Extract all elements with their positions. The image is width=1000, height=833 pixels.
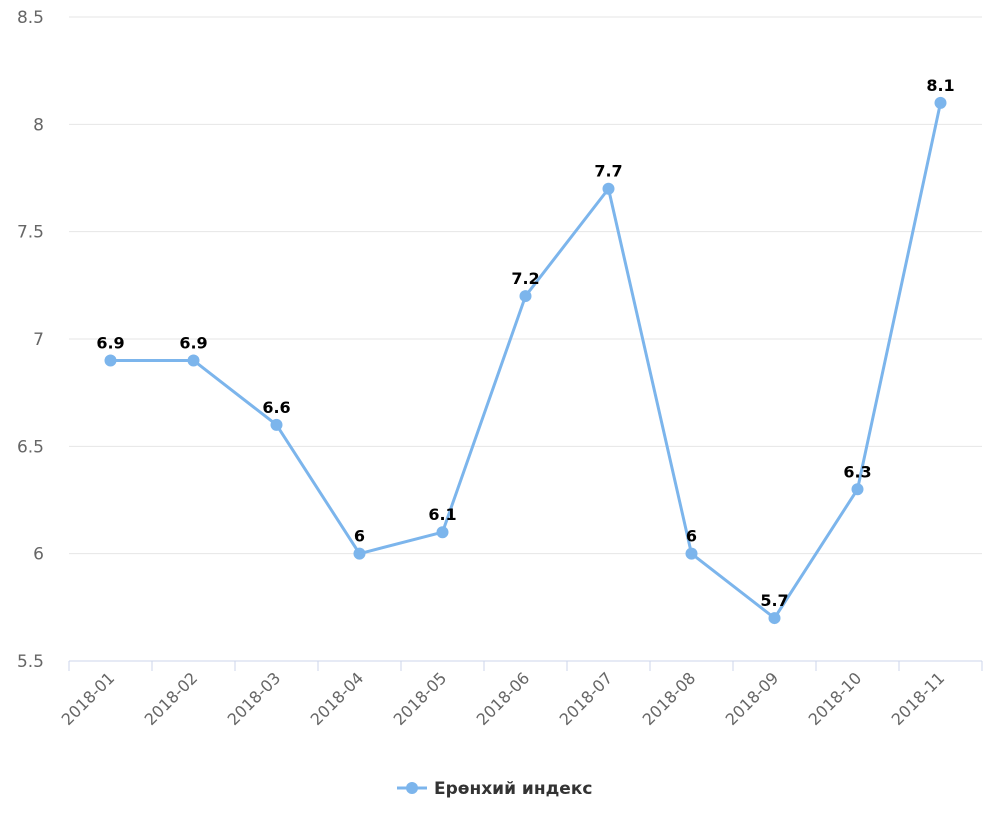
data-label: 6.9 <box>96 333 124 352</box>
data-point[interactable] <box>519 290 532 303</box>
y-tick-label: 6.5 <box>17 437 44 457</box>
data-label: 6.1 <box>428 505 456 524</box>
x-tick-label: 2018-03 <box>224 668 285 729</box>
x-tick-label: 2018-05 <box>390 668 451 729</box>
legend-item-label[interactable]: Ерөнхий индекс <box>434 779 592 799</box>
x-tick-label: 2018-06 <box>473 668 534 729</box>
data-labels: 6.9 6.9 6.6 6 6.1 7.2 7.7 6 5.7 6.3 8.1 <box>96 76 954 610</box>
data-point[interactable] <box>104 354 117 367</box>
x-tick-label: 2018-02 <box>141 668 202 729</box>
gridlines <box>69 16 982 555</box>
x-tick-label: 2018-10 <box>805 668 866 729</box>
legend[interactable]: Ерөнхий индекс <box>397 779 592 799</box>
y-axis: 5.5 6 6.5 7 7.5 8 8.5 <box>17 8 44 672</box>
data-label: 7.2 <box>511 269 539 288</box>
x-tick-label: 2018-01 <box>58 668 119 729</box>
x-tick-label: 2018-08 <box>639 668 700 729</box>
x-tick-label: 2018-11 <box>888 668 949 729</box>
data-label: 6 <box>354 527 365 546</box>
series-line <box>109 101 942 620</box>
x-tick-label: 2018-04 <box>307 668 368 729</box>
data-label: 6 <box>686 527 697 546</box>
data-label: 5.7 <box>760 591 788 610</box>
y-tick-label: 7.5 <box>17 223 44 243</box>
data-point[interactable] <box>270 418 283 431</box>
data-label: 6.9 <box>179 333 207 352</box>
data-point[interactable] <box>187 354 200 367</box>
data-point[interactable] <box>436 526 449 539</box>
y-tick-label: 7 <box>33 330 44 350</box>
x-tick-label: 2018-09 <box>722 668 783 729</box>
y-tick-label: 8.5 <box>17 8 44 28</box>
y-tick-label: 5.5 <box>17 652 44 672</box>
series-general-index <box>104 96 947 625</box>
y-tick-label: 6 <box>33 545 44 565</box>
y-tick-label: 8 <box>33 115 44 135</box>
x-tick-label: 2018-07 <box>556 668 617 729</box>
data-label: 6.6 <box>262 398 290 417</box>
legend-symbol-marker <box>406 782 418 794</box>
data-point[interactable] <box>685 547 698 560</box>
data-label: 6.3 <box>843 462 871 481</box>
data-point[interactable] <box>934 96 947 109</box>
x-axis: 2018-01 2018-02 2018-03 2018-04 2018-05 2018-… <box>58 660 983 729</box>
data-label: 7.7 <box>594 162 622 181</box>
data-point[interactable] <box>768 612 781 625</box>
data-point[interactable] <box>851 483 864 496</box>
data-point[interactable] <box>353 547 366 560</box>
data-point[interactable] <box>602 182 615 195</box>
data-label: 8.1 <box>926 76 954 95</box>
